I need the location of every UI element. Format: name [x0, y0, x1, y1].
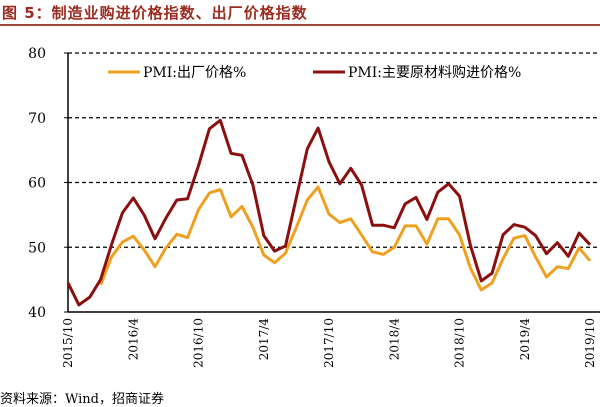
- y-tick-label: 80: [28, 46, 46, 62]
- output-price-line: [99, 185, 592, 292]
- x-tick-label: 2016/4: [126, 318, 140, 361]
- figure-title: 图 5：制造业购进价格指数、出厂价格指数: [2, 4, 308, 22]
- source-note: 资料来源：Wind，招商证券: [0, 392, 164, 407]
- y-tick-label: 40: [28, 305, 46, 321]
- title-divider: [0, 24, 600, 26]
- x-tick-label: 2018/4: [387, 318, 401, 361]
- line-chart: 40 50 60 70 80 2015/10 2016/4 2016/10 2017/4 2017…: [28, 46, 600, 368]
- y-tick-label: 70: [28, 111, 46, 127]
- y-tick-label: 50: [28, 240, 46, 256]
- legend: PMI:出厂价格% PMI:主要原材料购进价格%: [108, 65, 521, 81]
- x-tick-label: 2016/10: [192, 318, 206, 368]
- x-tick-label: 2019/4: [518, 318, 532, 361]
- y-tick-label: 60: [28, 176, 46, 192]
- legend-label-output-price: PMI:出厂价格%: [143, 65, 246, 81]
- x-tick-label: 2018/10: [453, 318, 467, 368]
- input-price-line: [66, 118, 592, 307]
- x-tick-label: 2017/10: [322, 318, 336, 368]
- x-tick-label: 2015/10: [61, 318, 75, 368]
- x-tick-label: 2019/10: [583, 318, 597, 368]
- x-tick-label: 2017/4: [257, 318, 271, 361]
- legend-label-input-price: PMI:主要原材料购进价格%: [348, 65, 521, 81]
